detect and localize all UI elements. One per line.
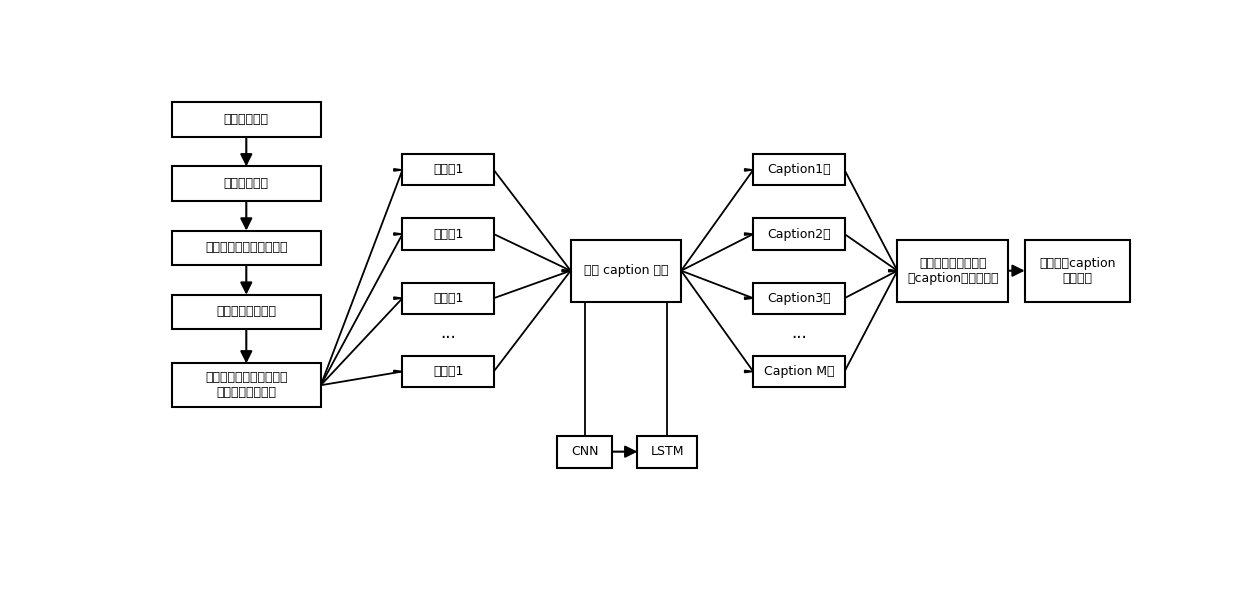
FancyBboxPatch shape [403,283,494,314]
Text: LSTM: LSTM [651,445,684,458]
FancyBboxPatch shape [1024,240,1131,302]
Polygon shape [394,169,403,171]
Text: Caption3：: Caption3： [768,292,831,305]
Polygon shape [394,370,403,372]
Text: 目标块1: 目标块1 [433,164,464,176]
FancyBboxPatch shape [898,240,1008,302]
FancyBboxPatch shape [557,436,613,468]
Polygon shape [744,233,753,235]
Text: 宽幅遥感图像: 宽幅遥感图像 [223,113,269,126]
Text: ...: ... [791,324,807,342]
Polygon shape [394,233,403,235]
FancyBboxPatch shape [753,218,844,250]
Polygon shape [744,370,753,372]
Text: 目标块1: 目标块1 [433,365,464,378]
Text: 各个类别中心画框: 各个类别中心画框 [216,305,277,318]
Text: 目标块1: 目标块1 [433,292,464,305]
Text: CNN: CNN [570,445,599,458]
Text: 目标块1: 目标块1 [433,227,464,240]
FancyBboxPatch shape [403,356,494,387]
Polygon shape [562,270,570,272]
Text: 组合各个caption
成一段话: 组合各个caption 成一段话 [1039,256,1116,284]
FancyBboxPatch shape [637,436,697,468]
FancyBboxPatch shape [403,154,494,186]
FancyBboxPatch shape [753,283,844,314]
FancyBboxPatch shape [172,295,321,329]
Text: 以检测到的类别中心为中
心点将图片裁成块: 以检测到的类别中心为中 心点将图片裁成块 [205,371,288,399]
Text: ...: ... [440,324,456,342]
Text: Caption1：: Caption1： [768,164,831,176]
Text: 对目标检测结果进行聚类: 对目标检测结果进行聚类 [205,242,288,254]
FancyBboxPatch shape [753,356,844,387]
Text: Caption2：: Caption2： [768,227,831,240]
FancyBboxPatch shape [172,167,321,201]
FancyBboxPatch shape [403,218,494,250]
Text: 结合目标检测的结果
对caption进行后处理: 结合目标检测的结果 对caption进行后处理 [906,256,998,284]
FancyBboxPatch shape [172,364,321,407]
Polygon shape [889,270,898,272]
Text: 目标检测结果: 目标检测结果 [223,177,269,190]
FancyBboxPatch shape [172,231,321,265]
Polygon shape [394,297,403,299]
Polygon shape [744,297,753,299]
Text: 中文 caption 模块: 中文 caption 模块 [584,264,668,277]
FancyBboxPatch shape [172,102,321,137]
FancyBboxPatch shape [570,240,681,302]
Text: Caption M：: Caption M： [764,365,835,378]
Polygon shape [744,169,753,171]
FancyBboxPatch shape [753,154,844,186]
